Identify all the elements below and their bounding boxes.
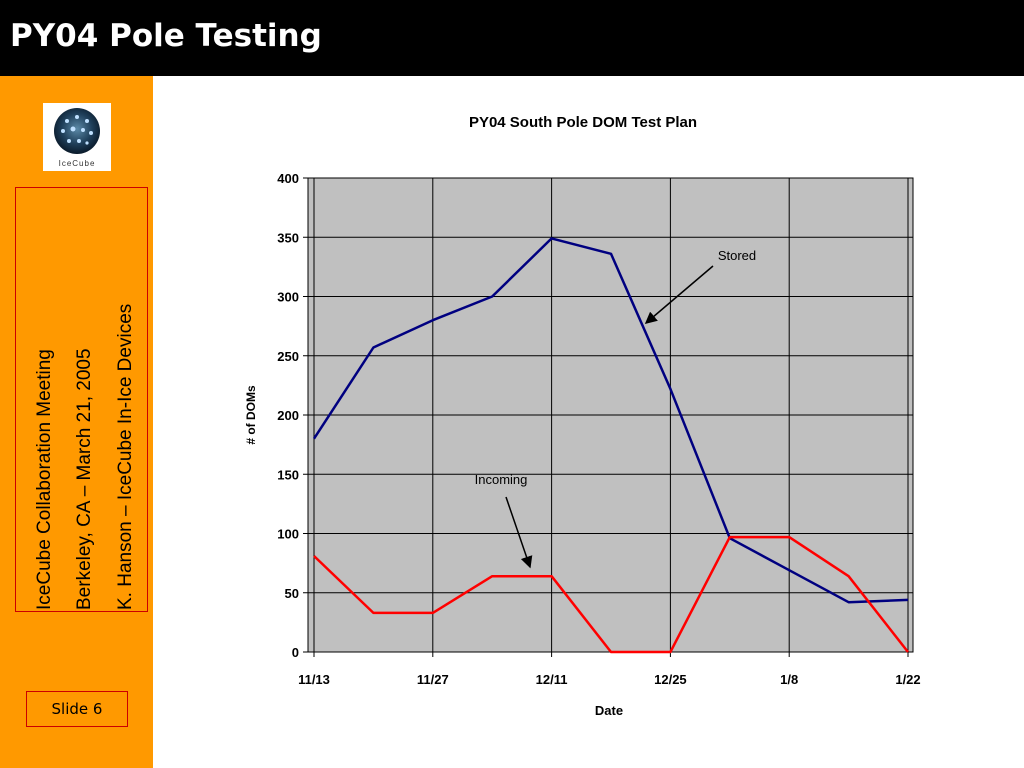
x-axis-label: Date — [595, 703, 623, 718]
slide-title: PY04 Pole Testing — [10, 18, 322, 54]
x-tick-label: 12/25 — [654, 672, 687, 687]
y-tick-label: 0 — [292, 645, 299, 660]
icecube-logo: IceCube — [43, 103, 111, 171]
series-lines — [312, 237, 909, 654]
sidebar — [0, 76, 153, 768]
dom-test-plan-chart: PY04 South Pole DOM Test Plan 0 50 100 150 2… — [244, 114, 921, 718]
y-tick-label: 400 — [277, 171, 299, 186]
y-tick-label: 250 — [277, 349, 299, 364]
x-axis-ticks: 11/13 11/27 12/11 12/25 1/8 1/22 — [298, 652, 921, 687]
meeting-name: IceCube Collaboration Meeting — [34, 349, 55, 610]
slide-number: Slide 6 — [26, 691, 128, 727]
stored-arrow — [644, 265, 714, 324]
chart-title: PY04 South Pole DOM Test Plan — [469, 114, 697, 131]
meeting-info-box: IceCube Collaboration Meeting Berkeley, … — [15, 187, 148, 612]
x-tick-label: 12/11 — [536, 672, 568, 687]
stored-annotation: Stored — [718, 248, 756, 263]
meeting-place-date: Berkeley, CA – March 21, 2005 — [74, 348, 95, 610]
stored-series-line — [312, 237, 909, 604]
y-axis-label: # of DOMs — [244, 385, 258, 445]
y-tick-label: 50 — [285, 586, 299, 601]
x-tick-label: 11/27 — [417, 672, 449, 687]
y-axis-ticks: 0 50 100 150 200 250 300 350 400 — [277, 171, 308, 660]
x-tick-label: 11/13 — [298, 672, 330, 687]
y-tick-label: 100 — [277, 527, 299, 542]
incoming-series-line — [313, 535, 909, 654]
x-tick-label: 1/22 — [895, 672, 920, 687]
logo-text: IceCube — [59, 159, 96, 168]
y-tick-label: 150 — [277, 467, 299, 482]
incoming-annotation: Incoming — [475, 472, 528, 487]
incoming-arrow — [505, 496, 533, 569]
title-bar: PY04 Pole Testing — [0, 0, 1024, 76]
grid-lines — [308, 177, 913, 653]
y-tick-label: 200 — [277, 408, 299, 423]
y-tick-label: 300 — [277, 290, 299, 305]
presenter: K. Hanson – IceCube In-Ice Devices — [115, 303, 136, 610]
x-tick-label: 1/8 — [780, 672, 798, 687]
y-tick-label: 350 — [277, 230, 299, 245]
